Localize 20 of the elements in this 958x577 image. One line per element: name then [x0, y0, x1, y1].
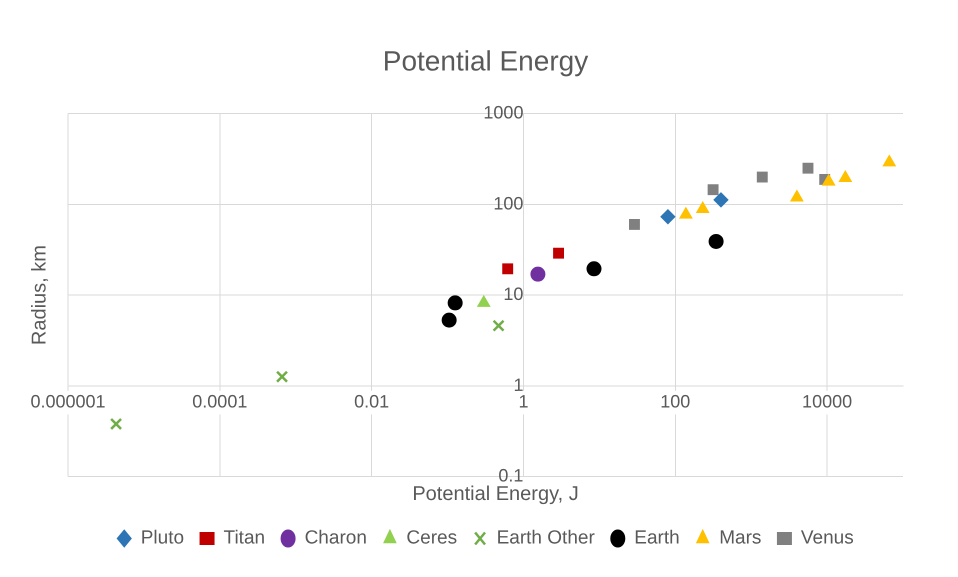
legend-label: Ceres: [406, 528, 458, 549]
x-tick-label: 100: [660, 392, 690, 412]
x-tick-label: 0.0001: [192, 392, 248, 412]
x-tick-label: 0.01: [354, 392, 390, 412]
x-tick-label: 0.000001: [30, 392, 106, 412]
x-tick-label: 10000: [802, 392, 852, 412]
x-axis-title: Potential Energy, J: [412, 483, 579, 506]
y-tick-label: 10: [503, 284, 524, 304]
y-tick-label: 0.1: [498, 466, 524, 486]
chart-title: Potential Energy: [382, 46, 588, 77]
y-tick-label: 100: [493, 193, 524, 214]
y-tick-label: 1000: [483, 102, 524, 123]
legend-label: Titan: [224, 528, 266, 549]
legend-label: Earth Other: [496, 528, 596, 549]
legend-label: Mars: [719, 528, 762, 549]
legend-label: Pluto: [140, 528, 184, 549]
legend-label: Charon: [304, 528, 367, 549]
legend-label: Earth: [634, 528, 680, 549]
legend-label: Venus: [800, 528, 854, 549]
y-axis-title: Radius, km: [28, 245, 51, 346]
